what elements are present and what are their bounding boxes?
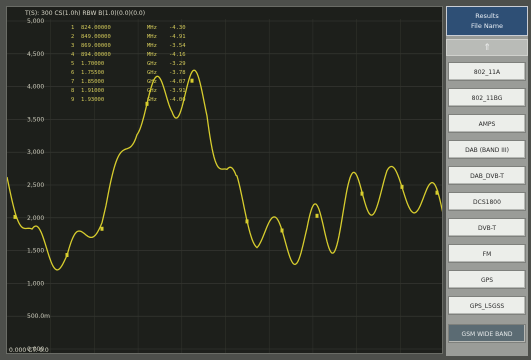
marker-level: -4.07 — [169, 79, 186, 85]
bottom-left-readout: 0.000 CT: 0.0 — [9, 347, 49, 354]
marker-n: 1 — [71, 25, 74, 31]
marker-unit: GHz — [147, 88, 157, 94]
marker-unit: GHz — [147, 70, 157, 76]
trace-marker — [245, 219, 249, 224]
preset-button-amps[interactable]: AMPS — [448, 114, 526, 133]
marker-level: -4.00 — [169, 97, 186, 103]
y-tick-label: 1,500 — [27, 248, 44, 255]
trace-marker — [190, 78, 194, 83]
y-tick-label: 4,500 — [27, 51, 44, 58]
trace-marker — [315, 213, 319, 218]
marker-unit: MHz — [147, 52, 157, 58]
marker-level: -4.91 — [169, 34, 186, 40]
trace-graph: T(S): 300 CS(1.0h) RBW B(1.0)(0.0)(0.0) … — [7, 10, 442, 354]
preset-button-802-11bg[interactable]: 802_11BG — [448, 88, 526, 107]
trace-marker — [280, 228, 284, 233]
y-tick-label: 4,000 — [27, 84, 44, 91]
preset-button-fm[interactable]: FM — [448, 244, 526, 263]
marker-unit: GHz — [147, 79, 157, 85]
marker-unit: MHz — [147, 25, 157, 31]
preset-button-802-11a[interactable]: 802_11A — [448, 62, 526, 81]
side-panel: Results File Name ⇑ 802_11A 802_11BG AMP… — [446, 6, 528, 356]
trace-markers — [13, 78, 439, 258]
marker-freq: 1.93000 — [81, 97, 104, 103]
preset-button-dcs1800[interactable]: DCS1800 — [448, 192, 526, 211]
marker-freq: 1.75500 — [81, 70, 104, 76]
marker-table: 1 824.00000 MHz -4.302 849.00000 MHz -4.913 869… — [71, 25, 186, 103]
marker-level: -3.91 — [169, 88, 186, 94]
trace-marker — [435, 190, 439, 195]
marker-unit: MHz — [147, 43, 157, 49]
marker-freq: 894.00000 — [81, 52, 111, 58]
trace-marker — [400, 184, 404, 189]
y-tick-label: 3,500 — [27, 116, 44, 123]
preset-button-dvb-t[interactable]: DVB-T — [448, 218, 526, 237]
trace-marker — [100, 226, 104, 231]
results-title[interactable]: Results File Name — [446, 6, 528, 36]
marker-n: 6 — [71, 70, 74, 76]
results-title-line1: Results — [475, 12, 499, 20]
y-tick-label: 1,000 — [27, 280, 44, 287]
preset-button-gps-l5gss[interactable]: GPS_L5GSS — [448, 296, 526, 315]
marker-unit: GHz — [147, 61, 157, 67]
preset-button-gps[interactable]: GPS — [448, 270, 526, 289]
marker-level: -3.29 — [169, 61, 186, 67]
preset-button-dab-dvb-t[interactable]: DAB_DVB-T — [448, 166, 526, 185]
preset-button-dab-band-iii[interactable]: DAB (BAND III) — [448, 140, 526, 159]
marker-level: -3.54 — [169, 43, 186, 49]
trace-marker — [145, 101, 149, 106]
y-tick-label: 3,000 — [27, 149, 44, 156]
trace-line — [7, 69, 442, 271]
marker-level: -4.16 — [169, 52, 186, 58]
trace-marker — [65, 253, 69, 258]
header-text: T(S): 300 CS(1.0h) RBW B(1.0)(0.0)(0.0) — [24, 10, 145, 17]
marker-freq: 1.70000 — [81, 61, 104, 67]
marker-freq: 869.00000 — [81, 43, 111, 49]
marker-unit: GHz — [147, 97, 157, 103]
y-tick-label: 2,500 — [27, 182, 44, 189]
marker-freq: 849.00000 — [81, 34, 111, 40]
marker-unit: MHz — [147, 34, 157, 40]
scroll-up-button[interactable]: ⇑ — [446, 39, 528, 56]
marker-freq: 1.85000 — [81, 79, 104, 85]
trace-marker — [13, 214, 17, 219]
results-title-line2: File Name — [470, 22, 504, 30]
trace-marker — [360, 191, 364, 196]
marker-level: -4.30 — [169, 25, 186, 31]
y-tick-label: 5,000 — [27, 18, 44, 25]
y-tick-label: 2,000 — [27, 215, 44, 222]
y-tick-label: 0.000 — [27, 346, 44, 353]
marker-n: 7 — [71, 79, 74, 85]
marker-n: 5 — [71, 61, 74, 67]
marker-n: 8 — [71, 88, 74, 94]
spectrum-plot: T(S): 300 CS(1.0h) RBW B(1.0)(0.0)(0.0) … — [6, 6, 443, 354]
y-tick-label: 500.0m — [27, 313, 50, 320]
marker-freq: 1.91000 — [81, 88, 104, 94]
marker-freq: 824.00000 — [81, 25, 111, 31]
marker-n: 9 — [71, 97, 74, 103]
y-axis-labels: 5,000 4,500 4,000 3,500 3,000 2,500 2,000 1,500… — [27, 18, 50, 353]
marker-n: 2 — [71, 34, 74, 40]
marker-level: -3.78 — [169, 70, 186, 76]
marker-n: 4 — [71, 52, 75, 58]
marker-n: 3 — [71, 43, 74, 49]
preset-button-gsm-wide-band[interactable]: GSM WIDE BAND — [448, 324, 526, 343]
grid — [7, 19, 442, 353]
